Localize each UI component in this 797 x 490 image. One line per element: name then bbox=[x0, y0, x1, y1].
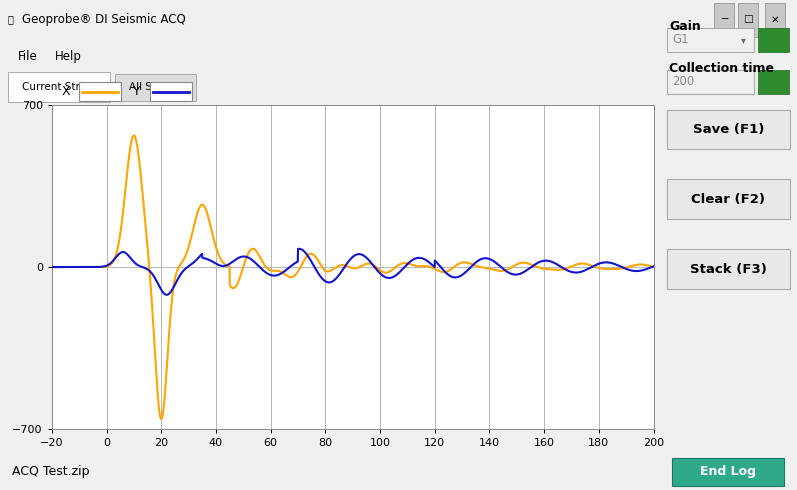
FancyBboxPatch shape bbox=[667, 70, 754, 94]
FancyBboxPatch shape bbox=[758, 70, 789, 94]
Text: Y: Y bbox=[132, 85, 140, 98]
Text: Current Strike: Current Strike bbox=[22, 82, 96, 92]
Text: G1: G1 bbox=[672, 33, 689, 46]
Text: Geoprobe® DI Seismic ACQ: Geoprobe® DI Seismic ACQ bbox=[22, 13, 186, 26]
FancyBboxPatch shape bbox=[667, 249, 790, 289]
Text: ▾: ▾ bbox=[741, 35, 746, 45]
Text: 200: 200 bbox=[672, 75, 694, 88]
FancyBboxPatch shape bbox=[115, 74, 196, 101]
FancyBboxPatch shape bbox=[765, 3, 785, 37]
Text: ACQ Test.zip: ACQ Test.zip bbox=[12, 465, 89, 478]
Text: Help: Help bbox=[55, 49, 82, 63]
FancyBboxPatch shape bbox=[150, 82, 192, 101]
Text: ✕: ✕ bbox=[771, 14, 779, 24]
Text: End Log: End Log bbox=[700, 465, 756, 478]
Text: Collection time: Collection time bbox=[669, 62, 774, 74]
FancyBboxPatch shape bbox=[79, 82, 121, 101]
FancyBboxPatch shape bbox=[8, 72, 109, 102]
Text: All Strikes: All Strikes bbox=[129, 82, 181, 92]
FancyBboxPatch shape bbox=[667, 110, 790, 149]
FancyBboxPatch shape bbox=[714, 3, 734, 37]
FancyBboxPatch shape bbox=[758, 28, 789, 51]
Text: X: X bbox=[62, 85, 70, 98]
Text: Clear (F2): Clear (F2) bbox=[692, 193, 765, 206]
Text: □: □ bbox=[743, 14, 753, 24]
Text: 🦅: 🦅 bbox=[8, 14, 14, 24]
Text: Save (F1): Save (F1) bbox=[693, 123, 764, 136]
FancyBboxPatch shape bbox=[672, 458, 784, 486]
Text: Stack (F3): Stack (F3) bbox=[690, 263, 767, 276]
Text: Gain: Gain bbox=[669, 20, 701, 33]
FancyBboxPatch shape bbox=[667, 179, 790, 220]
Text: File: File bbox=[18, 49, 37, 63]
FancyBboxPatch shape bbox=[667, 28, 754, 51]
Text: ─: ─ bbox=[720, 14, 727, 24]
FancyBboxPatch shape bbox=[738, 3, 758, 37]
